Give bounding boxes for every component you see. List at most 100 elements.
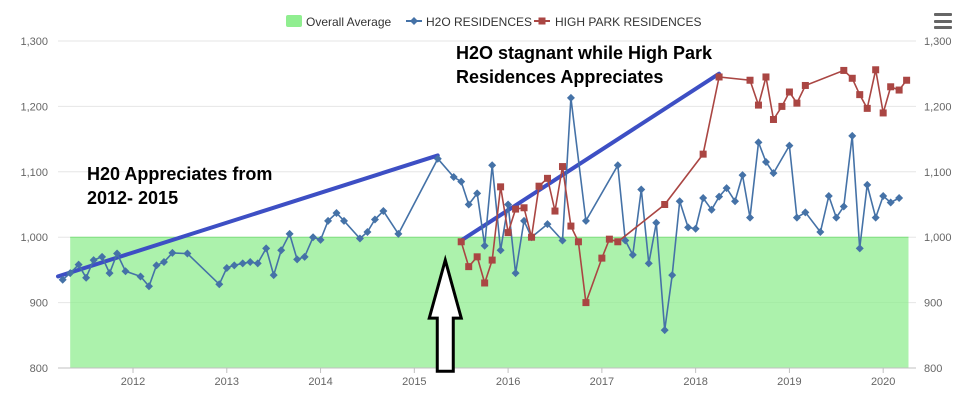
data-point-h2o[interactable] [473,189,482,198]
data-point-h2o[interactable] [152,261,161,270]
data-point-h2o[interactable] [621,236,630,245]
data-point-h2o[interactable] [168,248,177,257]
data-point-h2o[interactable] [355,234,364,243]
data-point-high-park[interactable] [769,115,777,123]
data-point-h2o[interactable] [652,218,661,227]
legend[interactable]: Overall Average H2O RESIDENCES HIGH PARK… [286,15,701,29]
data-point-high-park[interactable] [872,66,880,74]
data-point-high-park[interactable] [801,81,809,89]
data-point-h2o[interactable] [746,213,755,222]
data-point-h2o[interactable] [566,93,575,102]
data-point-h2o[interactable] [480,241,489,250]
data-point-h2o[interactable] [309,233,318,242]
data-point-h2o[interactable] [464,200,473,209]
data-point-h2o[interactable] [816,227,825,236]
data-point-h2o[interactable] [613,161,622,170]
data-point-h2o[interactable] [238,259,247,268]
data-point-h2o[interactable] [715,192,724,201]
data-point-h2o[interactable] [277,246,286,255]
data-point-high-park[interactable] [715,73,723,81]
data-point-high-park[interactable] [699,150,707,158]
data-point-h2o[interactable] [113,249,122,258]
data-point-h2o[interactable] [58,275,67,284]
data-point-high-park[interactable] [488,256,496,264]
legend-label-h2o[interactable]: H2O RESIDENCES [426,15,532,29]
data-point-h2o[interactable] [801,208,810,217]
data-point-high-park[interactable] [785,88,793,96]
data-point-h2o[interactable] [675,197,684,206]
data-point-h2o[interactable] [792,213,801,222]
data-point-h2o[interactable] [832,213,841,222]
data-point-h2o[interactable] [82,273,91,282]
data-point-high-park[interactable] [457,238,465,246]
data-point-high-park[interactable] [512,205,520,213]
data-point-h2o[interactable] [363,227,372,236]
data-point-h2o[interactable] [253,259,262,268]
data-point-h2o[interactable] [738,171,747,180]
data-point-h2o[interactable] [895,193,904,202]
data-point-h2o[interactable] [511,269,520,278]
data-point-high-park[interactable] [793,99,801,107]
data-point-h2o[interactable] [871,213,880,222]
data-point-h2o[interactable] [785,141,794,150]
data-point-high-park[interactable] [528,233,536,241]
data-point-h2o[interactable] [699,193,708,202]
data-point-high-park[interactable] [504,229,512,237]
data-point-h2o[interactable] [824,191,833,200]
data-point-high-park[interactable] [574,238,582,246]
data-point-h2o[interactable] [761,157,770,166]
data-point-h2o[interactable] [222,263,231,272]
data-point-h2o[interactable] [722,184,731,193]
data-point-h2o[interactable] [863,180,872,189]
data-point-high-park[interactable] [879,109,887,117]
data-point-h2o[interactable] [215,280,224,289]
data-point-h2o[interactable] [504,200,513,209]
data-point-high-park[interactable] [543,174,551,182]
data-point-high-park[interactable] [551,207,559,215]
legend-label-high-park[interactable]: HIGH PARK RESIDENCES [555,15,701,29]
data-point-h2o[interactable] [230,261,239,270]
data-point-h2o[interactable] [262,244,271,253]
data-point-h2o[interactable] [855,244,864,253]
data-point-high-park[interactable] [535,182,543,190]
data-point-h2o[interactable] [628,250,637,259]
data-point-h2o[interactable] [105,269,114,278]
data-point-h2o[interactable] [74,260,83,269]
legend-label-overall-average[interactable]: Overall Average [306,15,391,29]
data-point-h2o[interactable] [684,223,693,232]
data-point-h2o[interactable] [121,267,130,276]
data-point-high-park[interactable] [598,254,606,262]
data-point-high-park[interactable] [567,222,575,230]
data-point-h2o[interactable] [839,202,848,211]
data-point-h2o[interactable] [246,258,255,267]
data-point-high-park[interactable] [473,253,481,261]
data-point-h2o[interactable] [691,224,700,233]
data-point-high-park[interactable] [661,201,669,208]
data-point-h2o[interactable] [668,271,677,280]
data-point-h2o[interactable] [879,191,888,200]
chart-menu-icon[interactable] [930,10,956,32]
data-point-h2o[interactable] [293,255,302,264]
data-point-high-park[interactable] [762,73,770,81]
data-point-high-park[interactable] [605,235,613,243]
data-point-high-park[interactable] [778,102,786,110]
data-point-h2o[interactable] [644,259,653,268]
data-point-h2o[interactable] [848,131,857,140]
data-point-h2o[interactable] [89,256,98,265]
data-point-high-park[interactable] [903,76,911,84]
data-point-h2o[interactable] [637,185,646,194]
data-point-h2o[interactable] [457,177,466,186]
data-point-high-park[interactable] [497,183,505,191]
data-point-h2o[interactable] [379,207,388,216]
data-point-h2o[interactable] [98,252,107,261]
data-point-high-park[interactable] [465,263,473,271]
data-point-high-park[interactable] [520,204,528,212]
data-point-high-park[interactable] [582,299,590,307]
data-point-high-park[interactable] [481,279,489,287]
data-point-h2o[interactable] [731,197,740,206]
data-point-h2o[interactable] [769,169,778,178]
data-point-high-park[interactable] [614,238,622,246]
data-point-high-park[interactable] [746,76,754,84]
data-point-h2o[interactable] [136,272,145,281]
data-point-high-park[interactable] [856,91,864,99]
